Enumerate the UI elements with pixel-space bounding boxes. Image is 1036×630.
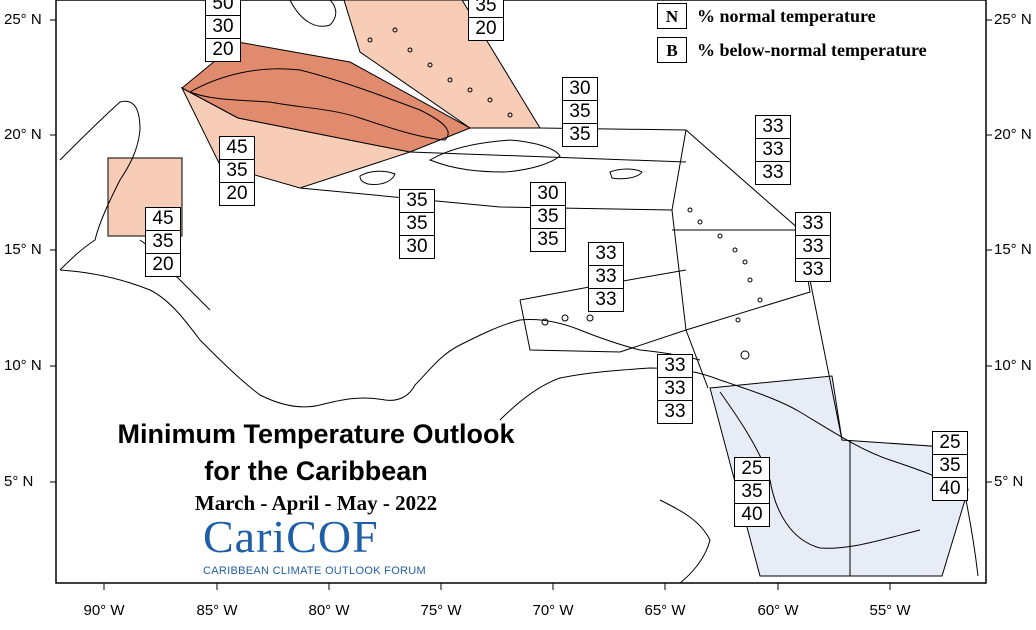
prob-value: 33 [589,243,623,266]
lon-label-65: 65° W [644,602,686,619]
lon-label-75: 75° W [420,602,462,619]
prob-box-leeward-islands: 33 33 33 [755,115,791,185]
prob-box-jamaica: 35 35 30 [399,189,435,259]
prob-box-abc-islands: 33 33 33 [588,242,624,312]
lon-label-55: 55° W [869,602,911,619]
prob-value: 33 [595,289,617,310]
prob-value: 33 [756,116,790,139]
lat-ticks [50,19,992,483]
prob-box-cuba-south: 45 35 20 [219,136,255,206]
prob-value: 30 [531,183,565,206]
legend-item-normal: N % normal temperature [657,3,876,29]
legend-label: % normal temperature [697,5,876,26]
legend-key: N [657,3,687,29]
lat-label-5-right: 5° N [994,473,1024,490]
legend-label: % below-normal temperature [697,39,927,60]
lat-label-20-right: 20° N [994,126,1032,143]
lat-label-25-right: 25° N [994,11,1032,28]
prob-value: 33 [762,162,784,183]
map-title-period: March - April - May - 2022 [194,491,438,515]
map-title-line2: for the Caribbean [204,456,428,486]
legend-item-below: B % below-normal temperature [657,37,927,63]
puerto-rico-coast [609,168,643,180]
lon-label-85: 85° W [196,602,238,619]
colombia-coast [659,499,711,584]
lon-label-90: 90° W [83,602,125,619]
prob-value: 35 [469,0,503,18]
caricof-logo-subtitle: CARIBBEAN CLIMATE OUTLOOK FORUM [203,565,427,577]
prob-value: 40 [741,504,763,525]
prob-box-guyana: 25 35 40 [734,457,770,527]
lat-label-15-right: 15° N [994,241,1032,258]
prob-value: 40 [939,478,961,499]
prob-value: 45 [146,208,180,231]
prob-value: 20 [226,183,248,204]
prob-value: 30 [406,236,428,257]
prob-value: 33 [589,266,623,289]
prob-value: 30 [563,78,597,101]
prob-value: 50 [206,0,240,16]
prob-value: 35 [735,481,769,504]
prob-value: 20 [212,39,234,60]
lon-ticks [103,583,891,590]
florida-coast [289,0,337,27]
prob-value: 35 [146,231,180,254]
guiana-interior [719,391,921,549]
lon-label-60: 60° W [757,602,799,619]
map-title-line1: Minimum Temperature Outlook [117,419,515,449]
prob-box-trinidad: 33 33 33 [657,354,693,424]
caricof-logo: CariCOF [203,511,379,562]
island-markers [367,27,763,360]
prob-value: 33 [796,213,830,236]
lat-label-15-left: 15° N [4,241,42,258]
prob-value: 25 [933,432,967,455]
prob-box-windward-islands: 33 33 33 [795,212,831,282]
prob-value: 33 [796,236,830,259]
lat-label-25-left: 25° N [4,11,42,28]
prob-value: 35 [531,206,565,229]
prob-box-puerto-rico-north: 30 35 35 [562,77,598,147]
prob-value: 33 [664,401,686,422]
legend-key: B [657,37,687,63]
central-america-coast [59,269,701,408]
prob-value: 35 [563,101,597,124]
prob-value: 30 [206,16,240,39]
prob-value: 45 [220,137,254,160]
prob-value: 20 [475,18,497,39]
prob-value: 35 [569,124,591,145]
prob-value: 33 [756,139,790,162]
prob-value: 35 [220,160,254,183]
jamaica-coast [359,170,396,185]
lat-label-10-left: 10° N [4,357,42,374]
prob-value: 35 [537,229,559,250]
lat-label-20-left: 20° N [4,126,42,143]
lon-label-70: 70° W [532,602,574,619]
hispaniola-coast [428,139,561,173]
prob-box-north-top-right: 35 20 [468,0,504,41]
prob-box-hispaniola: 30 35 35 [530,182,566,252]
prob-value: 35 [400,190,434,213]
prob-value: 25 [735,458,769,481]
lat-label-5-left: 5° N [4,473,34,490]
prob-value: 35 [400,213,434,236]
yucatan-coast [59,100,141,271]
cuba-coast [188,68,449,141]
coastlines [59,0,979,584]
region-bahamas [343,0,541,129]
prob-value: 33 [802,259,824,280]
prob-box-belize: 45 35 20 [145,207,181,277]
prob-box-suriname: 25 35 40 [932,431,968,501]
lat-label-10-right: 10° N [994,357,1032,374]
prob-value: 35 [933,455,967,478]
prob-value: 20 [152,254,174,275]
prob-box-north-top-left: 50 30 20 [205,0,241,62]
prob-value: 33 [658,355,692,378]
lon-label-80: 80° W [308,602,350,619]
prob-value: 33 [658,378,692,401]
